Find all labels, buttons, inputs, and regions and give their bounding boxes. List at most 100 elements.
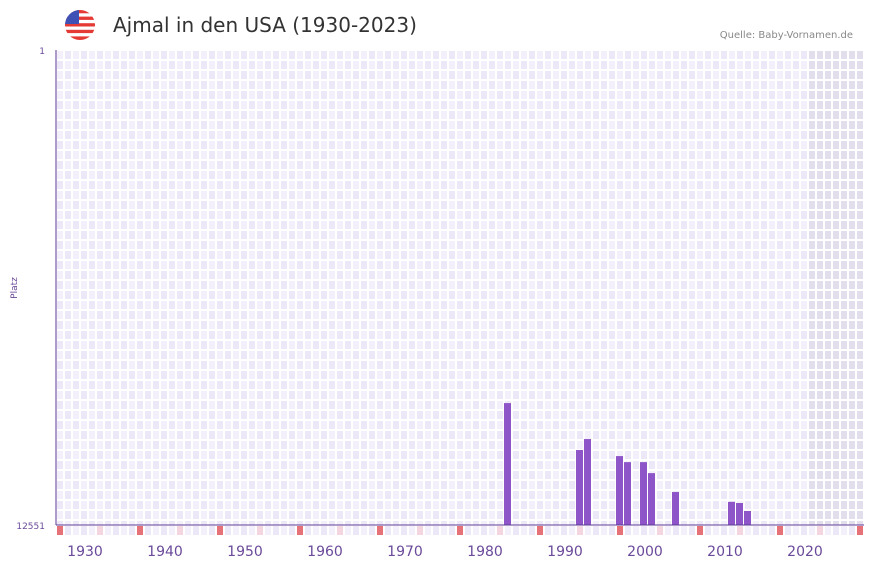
bar-2001 bbox=[640, 462, 647, 525]
decade-marker bbox=[777, 526, 783, 535]
decade-marker bbox=[473, 526, 479, 535]
decade-marker bbox=[425, 526, 431, 535]
decade-marker bbox=[657, 526, 663, 535]
x-tick-label: 2010 bbox=[707, 544, 743, 560]
decade-marker bbox=[785, 526, 791, 535]
decade-marker bbox=[329, 526, 335, 535]
decade-marker bbox=[769, 526, 775, 535]
bar-2005 bbox=[672, 492, 679, 525]
decade-marker bbox=[441, 526, 447, 535]
x-tick-label: 1980 bbox=[467, 544, 503, 560]
decade-marker bbox=[121, 526, 127, 535]
y-tick-label: 12551 bbox=[16, 522, 45, 532]
decade-marker bbox=[465, 526, 471, 535]
decade-marker bbox=[105, 526, 111, 535]
decade-marker bbox=[737, 526, 743, 535]
decade-marker bbox=[417, 526, 423, 535]
decade-marker bbox=[393, 526, 399, 535]
decade-marker bbox=[729, 526, 735, 535]
decade-marker bbox=[289, 526, 295, 535]
decade-marker bbox=[177, 526, 183, 535]
bar-1994 bbox=[584, 439, 591, 525]
decade-marker bbox=[809, 526, 815, 535]
decade-marker bbox=[793, 526, 799, 535]
decade-marker bbox=[593, 526, 599, 535]
decade-marker bbox=[73, 526, 79, 535]
x-tick-label: 1990 bbox=[547, 544, 583, 560]
decade-marker bbox=[545, 526, 551, 535]
decade-marker bbox=[153, 526, 159, 535]
decade-marker bbox=[841, 526, 847, 535]
decade-marker bbox=[697, 526, 703, 535]
decade-marker bbox=[625, 526, 631, 535]
decade-marker bbox=[641, 526, 647, 535]
x-tick-label: 1950 bbox=[227, 544, 263, 560]
decade-marker bbox=[849, 526, 855, 535]
decade-marker bbox=[529, 526, 535, 535]
x-tick-label: 1940 bbox=[147, 544, 183, 560]
decade-marker bbox=[665, 526, 671, 535]
decade-marker bbox=[449, 526, 455, 535]
decade-marker bbox=[561, 526, 567, 535]
decade-marker bbox=[721, 526, 727, 535]
x-tick-label: 1930 bbox=[67, 544, 103, 560]
x-tick-label: 1960 bbox=[307, 544, 343, 560]
decade-marker bbox=[601, 526, 607, 535]
bar-2002 bbox=[648, 473, 655, 525]
x-tick-label: 2000 bbox=[627, 544, 663, 560]
bar-1984 bbox=[504, 403, 511, 525]
decade-marker bbox=[817, 526, 823, 535]
decade-marker bbox=[521, 526, 527, 535]
decade-marker bbox=[345, 526, 351, 535]
decade-marker bbox=[225, 526, 231, 535]
decade-marker bbox=[857, 526, 863, 535]
decade-marker bbox=[585, 526, 591, 535]
decade-marker bbox=[713, 526, 719, 535]
source-label: Quelle: Baby-Vornamen.de bbox=[719, 30, 853, 41]
chart-title: Ajmal in den USA (1930-2023) bbox=[113, 13, 417, 37]
decade-marker bbox=[265, 526, 271, 535]
decade-marker bbox=[673, 526, 679, 535]
decade-marker bbox=[801, 526, 807, 535]
decade-marker bbox=[145, 526, 151, 535]
decade-marker bbox=[113, 526, 119, 535]
decade-marker bbox=[617, 526, 623, 535]
y-axis-label: Platz bbox=[10, 277, 20, 299]
decade-marker bbox=[97, 526, 103, 535]
decade-marker bbox=[633, 526, 639, 535]
decade-marker bbox=[553, 526, 559, 535]
decade-marker bbox=[65, 526, 71, 535]
decade-marker bbox=[249, 526, 255, 535]
decade-marker bbox=[241, 526, 247, 535]
grid bbox=[57, 51, 863, 525]
bar-2012 bbox=[728, 501, 735, 525]
decade-marker bbox=[825, 526, 831, 535]
decade-marker bbox=[369, 526, 375, 535]
decade-marker bbox=[681, 526, 687, 535]
decade-marker bbox=[489, 526, 495, 535]
bar-2014 bbox=[744, 510, 751, 525]
decade-marker bbox=[233, 526, 239, 535]
decade-marker bbox=[217, 526, 223, 535]
decade-marker bbox=[833, 526, 839, 535]
decade-marker bbox=[577, 526, 583, 535]
decade-marker bbox=[137, 526, 143, 535]
decade-marker bbox=[385, 526, 391, 535]
decade-marker bbox=[337, 526, 343, 535]
decade-marker bbox=[537, 526, 543, 535]
decade-marker bbox=[409, 526, 415, 535]
x-tick-label: 1970 bbox=[387, 544, 423, 560]
decade-marker bbox=[377, 526, 383, 535]
decade-marker bbox=[89, 526, 95, 535]
decade-marker bbox=[273, 526, 279, 535]
decade-marker bbox=[457, 526, 463, 535]
decade-marker bbox=[497, 526, 503, 535]
decade-marker bbox=[305, 526, 311, 535]
decade-marker bbox=[129, 526, 135, 535]
decade-marker bbox=[257, 526, 263, 535]
decade-marker bbox=[481, 526, 487, 535]
bar-1993 bbox=[576, 450, 583, 525]
decade-marker bbox=[761, 526, 767, 535]
decade-marker bbox=[81, 526, 87, 535]
